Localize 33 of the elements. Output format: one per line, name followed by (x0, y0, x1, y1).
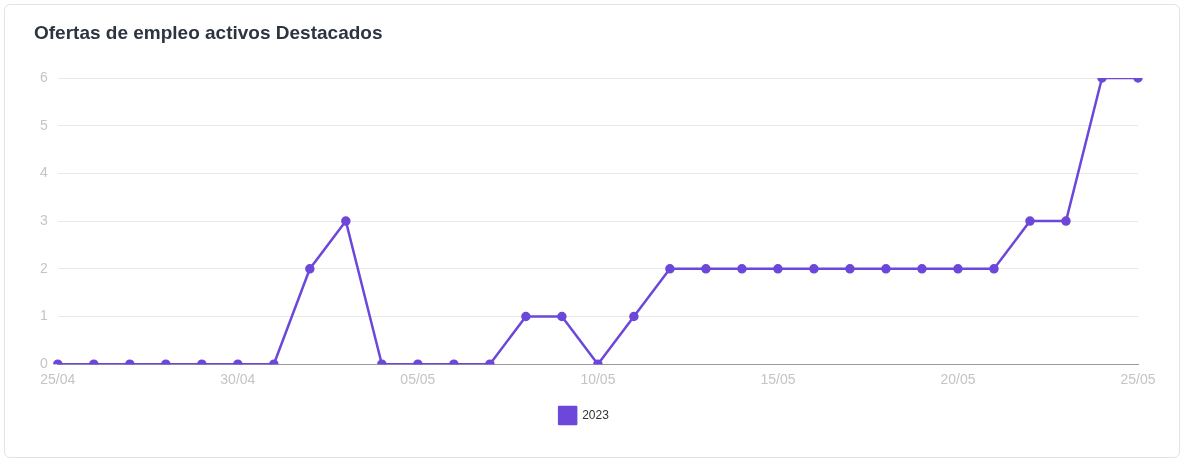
point (701, 264, 711, 274)
x-tick-label: 15/05 (760, 371, 796, 388)
point (737, 264, 747, 274)
point (845, 264, 855, 274)
y-tick-label: 3 (39, 211, 48, 228)
legend-label: 2023 (582, 407, 610, 422)
x-tick-label: 20/05 (940, 371, 976, 388)
point (557, 311, 567, 322)
point (305, 264, 315, 274)
x-tick-label: 10/05 (580, 371, 616, 388)
y-tick-label: 0 (39, 355, 48, 372)
y-tick-label: 2 (39, 259, 48, 276)
point (989, 264, 999, 274)
chart-title: Ofertas de empleo activos Destacados (34, 22, 383, 44)
y-tick-label: 6 (39, 68, 48, 85)
point (1061, 216, 1071, 226)
point (521, 311, 531, 322)
point (881, 264, 891, 274)
y-tick-label: 1 (39, 307, 48, 324)
point (341, 216, 351, 226)
x-tick-label: 25/04 (40, 371, 76, 388)
x-tick-label: 25/05 (1120, 371, 1156, 388)
point (809, 264, 819, 274)
point (773, 264, 783, 274)
point (917, 264, 927, 274)
point (1025, 216, 1035, 226)
point (665, 264, 675, 274)
x-tick-label: 30/04 (220, 371, 256, 388)
point (629, 311, 639, 322)
y-tick-label: 4 (39, 164, 48, 181)
x-tick-label: 05/05 (400, 371, 436, 388)
point (953, 264, 963, 274)
y-tick-label: 5 (39, 116, 48, 133)
